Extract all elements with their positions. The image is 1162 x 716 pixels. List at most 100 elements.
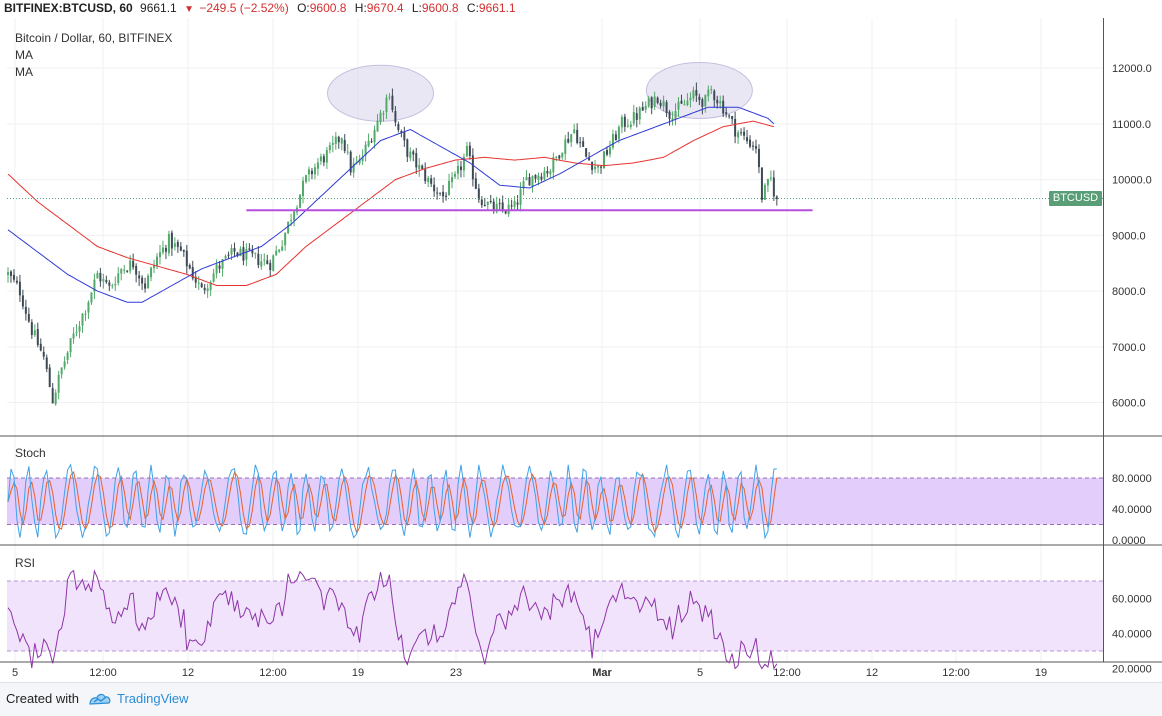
candle-body	[242, 247, 245, 261]
candle-body	[769, 177, 772, 179]
time-tick-label: 12:00	[773, 667, 801, 679]
symbol-label[interactable]: BITFINEX:BTCUSD, 60	[4, 1, 133, 15]
candle-body	[114, 284, 117, 286]
candle-body	[430, 178, 433, 184]
candle-body	[409, 151, 412, 159]
candle-body	[754, 146, 757, 149]
candle-body	[96, 273, 99, 279]
candle-body	[385, 97, 388, 113]
candle-body	[707, 89, 710, 97]
candle-body	[600, 166, 603, 168]
candle-body	[674, 111, 677, 120]
candle-body	[635, 113, 638, 120]
candle-body	[772, 177, 775, 197]
candle-body	[373, 129, 376, 143]
candle-body	[340, 138, 343, 144]
candle-body	[197, 282, 200, 284]
legend-ma-fast[interactable]: MA	[15, 48, 33, 62]
candle-body	[462, 156, 465, 171]
main-legend: Bitcoin / Dollar, 60, BITFINEX MA MA	[15, 30, 172, 81]
candle-body	[766, 178, 769, 186]
candle-body	[760, 167, 763, 200]
candle-body	[63, 361, 66, 368]
candle-body	[421, 165, 424, 169]
symbol-header: BITFINEX:BTCUSD, 60 9661.1 ▼ −249.5 (−2.…	[0, 0, 1162, 18]
candle-body	[87, 302, 90, 313]
candle-body	[579, 142, 582, 144]
candle-body	[552, 157, 555, 173]
candle-body	[299, 194, 302, 208]
candle-body	[448, 180, 451, 196]
candle-body	[284, 232, 287, 246]
stoch-tick-label: 80.0000	[1112, 473, 1152, 485]
candle-body	[617, 127, 620, 139]
close-label: C:	[466, 1, 479, 15]
candle-body	[445, 195, 448, 197]
chart-canvas[interactable]: 6000.0 7000.0 8000.0 9000.0 10000.0 11000.0 12…	[0, 18, 1162, 682]
candle-body	[495, 203, 498, 212]
last-price: 9661.1	[140, 1, 177, 15]
candle-body	[224, 256, 227, 259]
candle-body	[156, 256, 158, 266]
stoch-d-line	[7, 470, 778, 535]
time-tick-label: 23	[450, 667, 462, 679]
candle-body	[376, 120, 379, 132]
candle-body	[498, 203, 501, 205]
candle-body	[78, 326, 81, 332]
candle-body	[75, 331, 78, 333]
candle-body	[525, 176, 528, 181]
candle-body	[102, 278, 105, 282]
candle-body	[319, 156, 322, 162]
candle-body	[230, 248, 233, 255]
candle-body	[719, 101, 722, 104]
candle-body	[623, 116, 626, 127]
stoch-legend[interactable]: Stoch	[15, 446, 46, 460]
stoch-band	[7, 478, 1103, 525]
candle-body	[662, 100, 665, 107]
candle-body	[468, 145, 471, 156]
candle-body	[7, 272, 9, 276]
time-tick-label: 12:00	[259, 667, 287, 679]
candle-body	[605, 150, 608, 155]
candle-body	[531, 176, 534, 187]
stoch-tick-label: 40.0000	[1112, 504, 1152, 516]
time-tick-label: 12:00	[942, 667, 970, 679]
candle-body	[671, 118, 674, 121]
candle-body	[397, 124, 400, 131]
candle-body	[698, 96, 701, 101]
candle-body	[108, 282, 111, 286]
candle-body	[561, 152, 564, 158]
candle-body	[471, 155, 474, 180]
tradingview-logo-icon[interactable]	[88, 692, 112, 706]
candle-body	[459, 166, 462, 170]
rsi-tick-label: 20.0000	[1112, 664, 1152, 676]
candle-body	[701, 99, 704, 107]
candle-body	[486, 201, 489, 205]
candle-body	[647, 98, 650, 107]
rsi-legend[interactable]: RSI	[15, 556, 36, 570]
candle-body	[132, 260, 135, 268]
candle-body	[236, 252, 239, 257]
candle-body	[69, 338, 72, 353]
candle-body	[379, 112, 382, 123]
chart-area[interactable]: 6000.0 7000.0 8000.0 9000.0 10000.0 11000.0 12…	[0, 18, 1162, 682]
candle-body	[680, 100, 683, 104]
candle-body	[266, 260, 269, 265]
candle-body	[406, 139, 409, 157]
time-tick-label: 19	[1035, 667, 1047, 679]
candle-body	[48, 367, 51, 388]
candle-body	[275, 250, 278, 256]
candle-body	[188, 265, 191, 269]
candle-body	[24, 306, 27, 314]
candle-body	[164, 247, 167, 252]
price-tick-label: 6000.0	[1112, 398, 1146, 410]
price-tick-label: 9000.0	[1112, 230, 1146, 242]
high-value: 9670.4	[366, 1, 404, 15]
candle-body	[361, 156, 364, 161]
candle-body	[656, 97, 659, 103]
legend-ma-slow[interactable]: MA	[15, 65, 33, 79]
tradingview-link[interactable]: TradingView	[117, 691, 189, 706]
candle-body	[182, 249, 185, 252]
ma-slow-line	[7, 120, 775, 286]
candle-body	[519, 189, 522, 205]
